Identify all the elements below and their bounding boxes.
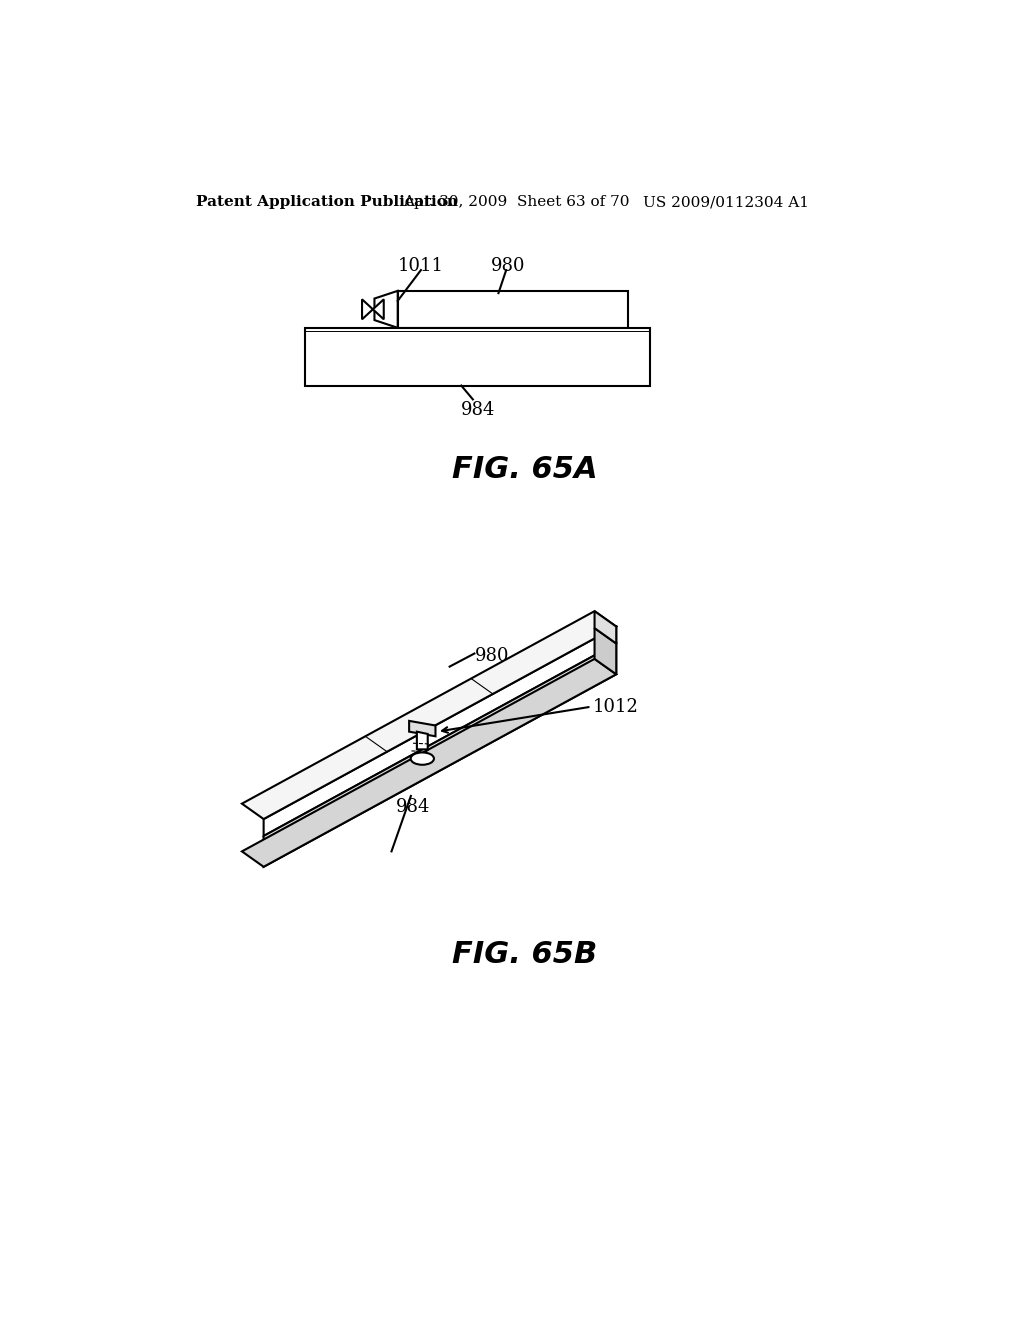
Polygon shape [417, 731, 428, 750]
Text: 984: 984 [396, 797, 430, 816]
Polygon shape [305, 327, 649, 385]
Text: US 2009/0112304 A1: US 2009/0112304 A1 [643, 195, 809, 210]
Polygon shape [397, 290, 628, 327]
Polygon shape [375, 290, 397, 327]
Polygon shape [595, 628, 616, 675]
Polygon shape [595, 611, 616, 644]
Text: Apr. 30, 2009  Sheet 63 of 70: Apr. 30, 2009 Sheet 63 of 70 [403, 195, 630, 210]
Polygon shape [242, 611, 616, 818]
Polygon shape [263, 644, 616, 867]
Polygon shape [242, 659, 616, 867]
Polygon shape [362, 300, 373, 319]
Text: FIG. 65B: FIG. 65B [453, 940, 597, 969]
Text: 1012: 1012 [593, 698, 639, 715]
Text: 980: 980 [490, 257, 525, 275]
Polygon shape [373, 300, 384, 319]
Text: 980: 980 [475, 647, 510, 665]
Text: 984: 984 [461, 401, 496, 418]
Polygon shape [410, 721, 435, 737]
Text: FIG. 65A: FIG. 65A [452, 455, 598, 484]
Text: 1011: 1011 [398, 257, 444, 275]
Ellipse shape [411, 752, 434, 764]
Text: Patent Application Publication: Patent Application Publication [197, 195, 458, 210]
Polygon shape [263, 627, 616, 836]
